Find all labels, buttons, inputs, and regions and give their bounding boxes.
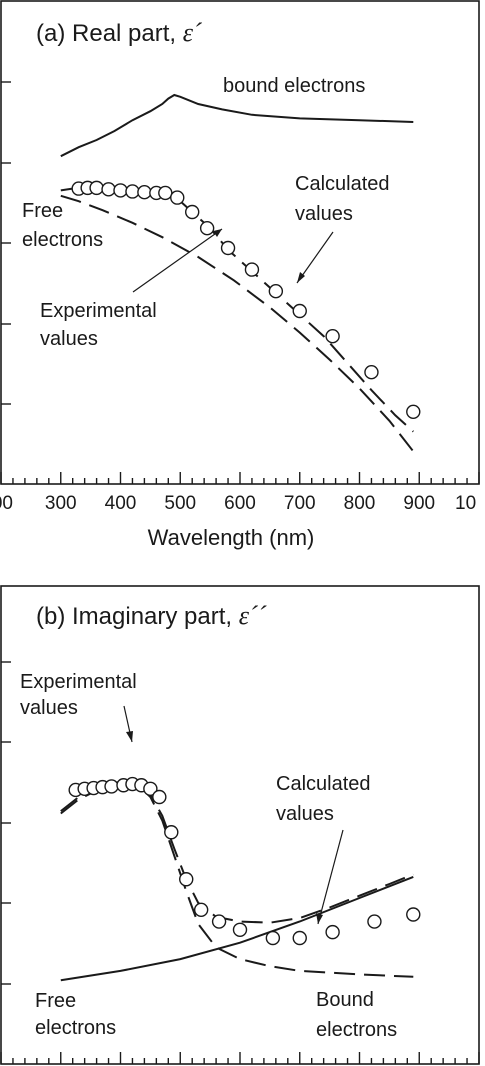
data-point-experimental-values xyxy=(211,914,227,929)
data-point-experimental-values xyxy=(152,789,167,805)
data-point-experimental-values xyxy=(170,190,185,205)
data-point-experimental-values xyxy=(193,902,209,917)
panel-a: (a) Real part, ε´ 00 300 400 500 600 700 800 90… xyxy=(0,0,480,550)
panel-b: (b) Imaginary part, ε´´ Experimental val… xyxy=(0,585,480,1065)
data-point-experimental-values xyxy=(137,184,152,200)
data-point-experimental-values xyxy=(265,930,281,946)
arrowhead-a-experimental xyxy=(213,229,222,237)
annotation-b-free-line2: electrons xyxy=(35,1017,116,1039)
data-point-experimental-values xyxy=(325,329,340,344)
panel-a-title: (a) Real part, ε´ xyxy=(36,18,203,47)
annotation-a-free-line1: Free xyxy=(22,200,63,222)
data-point-experimental-values xyxy=(104,779,119,794)
data-point-experimental-values xyxy=(232,922,248,937)
panel-b-title: (b) Imaginary part, ε´´ xyxy=(36,601,268,630)
data-point-experimental-values xyxy=(125,184,140,199)
data-point-experimental-values xyxy=(292,303,307,319)
x-tick-label: 800 xyxy=(344,493,376,514)
series-line-free-electrons xyxy=(60,194,415,453)
annotation-b-calculated-line1: Calculated xyxy=(276,773,371,795)
data-point-experimental-values xyxy=(268,284,284,299)
series-line-bound-electrons xyxy=(60,93,414,158)
panel-b-y-ticks xyxy=(1,661,11,985)
data-point-experimental-values xyxy=(199,220,215,236)
annotation-b-calculated-line2: values xyxy=(276,803,334,825)
data-point-experimental-values xyxy=(184,204,200,220)
x-tick-label: 500 xyxy=(164,493,196,514)
annotation-a-calculated-line2: values xyxy=(295,203,353,225)
x-tick-label: 600 xyxy=(224,493,256,514)
x-tick-label: 700 xyxy=(284,493,316,514)
data-point-experimental-values xyxy=(406,404,421,419)
series-line-calculated-values xyxy=(60,779,414,924)
panel-a-x-axis-label: Wavelength (nm) xyxy=(148,525,315,550)
data-point-experimental-values xyxy=(89,180,104,196)
x-tick-label: 10 xyxy=(455,493,476,514)
arrow-b-calculated xyxy=(317,829,344,925)
data-point-experimental-values xyxy=(101,182,116,197)
annotation-a-free-line2: electrons xyxy=(22,229,103,251)
arrow-a-experimental xyxy=(132,228,223,293)
annotation-b-bound-line1: Bound xyxy=(316,989,374,1011)
data-point-experimental-values xyxy=(143,781,158,796)
data-point-experimental-values xyxy=(325,924,340,940)
annotation-b-bound-line2: electrons xyxy=(316,1019,397,1041)
annotation-b-free-line1: Free xyxy=(35,990,76,1012)
x-tick-label: 300 xyxy=(45,493,77,514)
annotation-a-bound-electrons: bound electrons xyxy=(223,75,365,97)
data-point-experimental-values xyxy=(179,872,194,887)
data-point-experimental-values xyxy=(292,930,307,946)
x-tick-label: 900 xyxy=(403,493,435,514)
data-point-experimental-values xyxy=(164,825,179,840)
panel-b-x-ticks xyxy=(0,1052,480,1064)
arrowhead-b-experimental xyxy=(126,731,133,742)
x-tick-label: 00 xyxy=(0,493,13,514)
data-point-experimental-values xyxy=(113,183,128,198)
annotation-b-experimental-line2: values xyxy=(20,697,78,719)
data-point-experimental-values xyxy=(158,185,173,201)
x-tick-label: 400 xyxy=(105,493,137,514)
data-point-experimental-values xyxy=(220,240,236,256)
annotation-a-calculated-line1: Calculated xyxy=(295,173,390,195)
annotation-a-experimental-line1: Experimental xyxy=(40,300,157,322)
panel-a-series xyxy=(60,93,421,453)
data-point-experimental-values xyxy=(367,914,382,929)
series-line-free-electrons xyxy=(60,875,414,982)
panel-a-x-ticks: 00 300 400 500 600 700 800 900 10 xyxy=(0,472,480,514)
panel-a-y-ticks xyxy=(1,81,11,405)
annotation-b-experimental-line1: Experimental xyxy=(20,671,137,693)
series-line-bound-electrons xyxy=(60,781,414,978)
panel-b-series xyxy=(60,776,421,982)
arrowhead-a-calculated xyxy=(297,272,305,283)
annotation-a-experimental-line2: values xyxy=(40,328,98,350)
data-point-experimental-values xyxy=(244,262,260,277)
data-point-experimental-values xyxy=(406,907,421,922)
arrowhead-b-calculated xyxy=(316,913,323,924)
data-point-experimental-values xyxy=(364,365,379,380)
